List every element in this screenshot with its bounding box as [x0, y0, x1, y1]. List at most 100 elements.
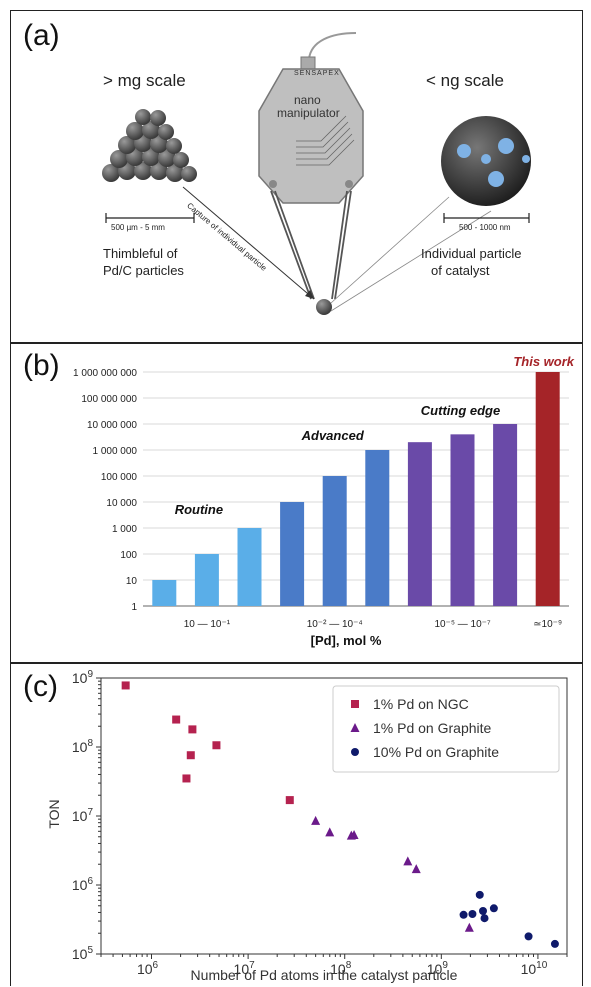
y-tick-label: 10 000 000: [87, 420, 137, 431]
y-tick-label: 1 000: [112, 524, 137, 535]
scale-label-left: 500 µm - 5 mm: [111, 223, 165, 232]
data-point: [480, 914, 489, 923]
legend-label: 1% Pd on Graphite: [373, 720, 492, 736]
data-point: [182, 774, 191, 783]
panel-b-label: (b): [23, 349, 60, 382]
legend-label: 1% Pd on NGC: [373, 696, 469, 712]
legend-marker: [351, 748, 359, 756]
data-point: [188, 725, 197, 734]
captured-particle: [316, 299, 332, 315]
y-tick-label: 10 000: [106, 498, 137, 509]
legend-marker: [350, 723, 360, 732]
y-tick-label: 1: [131, 602, 137, 613]
caption-left-line1: Thimbleful of: [103, 246, 178, 261]
pd-clusters: [457, 138, 530, 187]
data-point: [285, 796, 294, 805]
caption-right-line2: of catalyst: [431, 263, 490, 278]
data-point: [464, 922, 474, 932]
data-point: [478, 906, 487, 915]
caption-left-line2: Pd/C particles: [103, 263, 184, 278]
legend-box: [332, 685, 560, 773]
scale-bar-right: [443, 213, 530, 223]
device-name-line2: manipulator: [277, 106, 340, 120]
device-brand: SENSAPEX: [294, 70, 340, 77]
screw-left: [269, 180, 277, 188]
x-group-label: 10 — 10⁻¹: [184, 619, 231, 630]
x-group-label: 10⁻⁵ — 10⁻⁷: [434, 619, 491, 630]
bar-annotation: Cutting edge: [421, 403, 500, 418]
y-tick-label: 10: [126, 576, 138, 587]
legend-label: 10% Pd on Graphite: [373, 744, 499, 760]
panel-b: (b) 1 10 100 1 000 10 000 100 000 1 000 000 10 …: [10, 343, 583, 663]
bar-annotation: This work: [513, 354, 574, 369]
x-axis-title: Number of Pd atoms in the catalyst parti…: [191, 967, 458, 983]
capture-arrow: [182, 186, 315, 300]
data-point: [475, 890, 484, 899]
bar-chart: 1 10 100 1 000 10 000 100 000 1 000 000 10 000 …: [73, 354, 575, 648]
y-tick-label: 107: [72, 807, 94, 824]
manipulator-body: [258, 68, 364, 204]
zoom-line-1: [330, 196, 450, 304]
bar-annotation: Routine: [175, 502, 223, 517]
data-point: [349, 830, 359, 840]
data-point: [489, 904, 498, 913]
panel-c: (c) 105 106 107 108 109 106 107 108 109 1010 Numbe…: [10, 663, 583, 986]
bar: [450, 434, 475, 606]
bar: [194, 554, 219, 606]
mg-scale-title: > mg scale: [103, 71, 186, 90]
y-tick-label: 1 000 000: [93, 446, 138, 457]
data-point: [524, 932, 533, 941]
cable: [308, 32, 357, 60]
scale-bar-left: [105, 213, 195, 223]
data-point: [403, 856, 413, 866]
data-point: [212, 741, 221, 750]
data-point: [468, 909, 477, 918]
bar: [493, 424, 518, 606]
scale-label-right: 500 - 1000 nm: [459, 223, 511, 232]
x-tick-label: 1010: [521, 960, 548, 977]
particle-pile: [102, 109, 197, 182]
bar: [237, 528, 262, 606]
y-tick-label: 109: [72, 669, 94, 686]
y-tick-label: 100: [120, 550, 137, 561]
data-point: [550, 939, 559, 948]
panel-a: (a) > mg scale < ng scale: [10, 10, 583, 343]
y-tick-label: 100 000 000: [81, 394, 137, 405]
tweezer-arms: [270, 190, 352, 300]
data-point: [325, 827, 335, 837]
y-tick-label: 105: [72, 945, 94, 962]
panel-c-label: (c): [23, 670, 58, 703]
y-tick-label: 108: [72, 738, 94, 755]
y-tick-label: 1 000 000 000: [73, 368, 137, 379]
x-tick-label: 106: [137, 960, 159, 977]
bar: [322, 476, 347, 606]
connector: [300, 56, 316, 70]
ng-scale-title: < ng scale: [426, 71, 504, 90]
bar: [365, 450, 390, 606]
zoom-line-2: [330, 210, 492, 312]
bar: [407, 442, 432, 606]
x-axis-title: [Pd], mol %: [311, 633, 382, 648]
data-point: [172, 715, 181, 724]
panel-a-illustration: [102, 32, 531, 315]
data-point: [186, 751, 195, 760]
bar: [152, 580, 177, 606]
device-name-line1: nano: [294, 93, 321, 107]
x-group-label: ≃10⁻⁹: [533, 619, 562, 630]
panel-a-label: (a): [23, 19, 60, 52]
legend-marker: [351, 700, 359, 708]
data-point: [411, 864, 421, 874]
data-point: [311, 815, 321, 825]
circuit-lines: [296, 115, 355, 166]
y-tick-label: 100 000: [101, 472, 138, 483]
y-axis-title: TON: [46, 799, 62, 828]
bar: [280, 502, 305, 606]
data-point: [459, 910, 468, 919]
bar-annotation: Advanced: [301, 428, 365, 443]
bar: [535, 372, 560, 606]
y-tick-label: 106: [72, 876, 94, 893]
x-group-label: 10⁻² — 10⁻⁴: [307, 619, 363, 630]
caption-right-line1: Individual particle: [421, 246, 522, 261]
data-point: [121, 681, 130, 690]
